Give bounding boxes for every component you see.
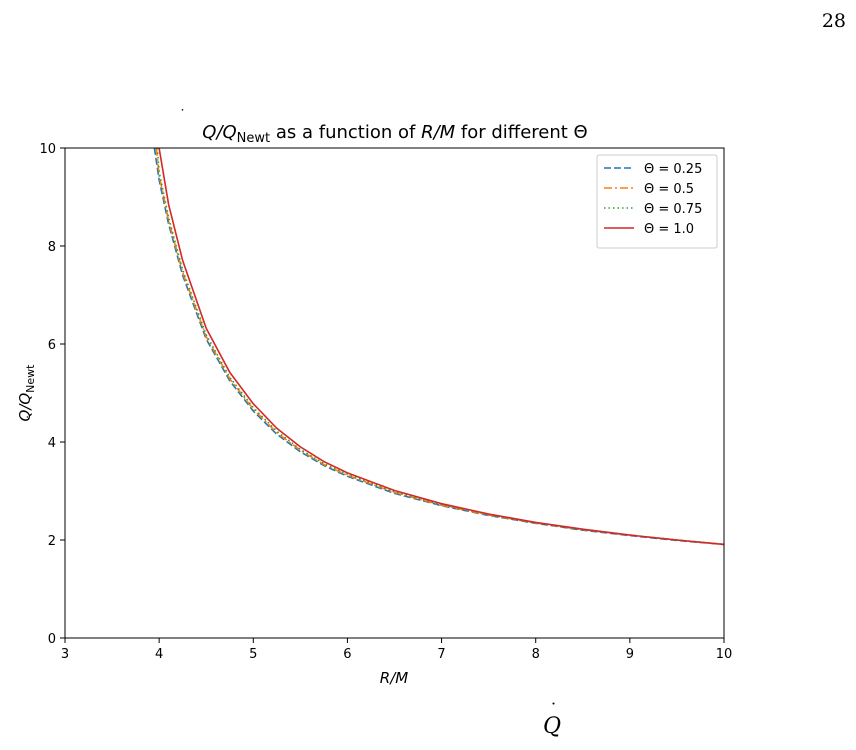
title-q-dot: Q <box>202 122 216 143</box>
svg-text:Q/QNewt: Q/QNewt <box>16 364 37 422</box>
ylabel-dot: ˙ <box>25 414 39 420</box>
y-tick-label-1: 2 <box>48 534 56 549</box>
x-tick-label-3: 6 <box>343 647 351 662</box>
y-tick-label-5: 10 <box>39 142 56 157</box>
line-chart: Q/QNewt as a function of R/M for differe… <box>16 108 732 687</box>
caption-q: Q <box>543 714 562 739</box>
x-tick-label-4: 7 <box>437 647 445 662</box>
page-number: 28 <box>821 10 846 32</box>
title-rm: R/M <box>421 122 456 143</box>
x-tick-label-7: 10 <box>716 647 733 662</box>
y-tick-label-3: 6 <box>48 338 56 353</box>
y-tick-label-2: 4 <box>48 436 56 451</box>
title-theta: Θ <box>574 122 588 143</box>
svg-text:Q/QNewt as a function of R/M f: Q/QNewt as a function of R/M for differe… <box>202 122 587 146</box>
caption-fragment: ˙ Q <box>543 700 562 739</box>
plot-frame <box>64 147 725 639</box>
chart-title: Q/QNewt as a function of R/M for differe… <box>202 122 587 146</box>
title-newt-sub: Newt <box>237 131 270 146</box>
legend-label-1: Θ = 0.5 <box>644 182 694 197</box>
ylabel-main: Q/Q <box>16 393 34 422</box>
series-layer <box>153 148 724 546</box>
legend-label-2: Θ = 0.75 <box>644 202 702 217</box>
x-tick-label-1: 4 <box>155 647 163 662</box>
legend-label-0: Θ = 0.25 <box>644 162 702 177</box>
ylabel-sub: Newt <box>24 364 37 393</box>
series-line-3 <box>158 148 724 546</box>
x-tick-label-0: 3 <box>61 647 69 662</box>
y-axis-label: Q/QNewt <box>16 364 37 422</box>
legend: Θ = 0.25 Θ = 0.5 Θ = 0.75 Θ = 1.0 <box>596 154 718 249</box>
legend-box <box>596 154 718 249</box>
title-dot: ˙ <box>179 108 186 124</box>
caption-dot: ˙ <box>549 700 558 721</box>
title-q-newt: /Q <box>214 122 236 143</box>
x-tick-label-5: 8 <box>532 647 540 662</box>
y-tick-label-4: 8 <box>48 240 56 255</box>
title-text-2: for different <box>455 122 573 143</box>
title-text-1: as a function of <box>270 122 421 143</box>
x-axis-label: R/M <box>380 669 408 687</box>
plot-area <box>64 147 725 639</box>
legend-label-3: Θ = 1.0 <box>644 222 694 237</box>
x-tick-label-6: 9 <box>626 647 634 662</box>
x-axis: 3 4 5 6 7 8 9 10 <box>61 638 732 662</box>
x-tick-label-2: 5 <box>249 647 257 662</box>
y-tick-label-0: 0 <box>48 632 56 647</box>
y-axis: 0 2 4 6 8 10 <box>39 142 65 647</box>
